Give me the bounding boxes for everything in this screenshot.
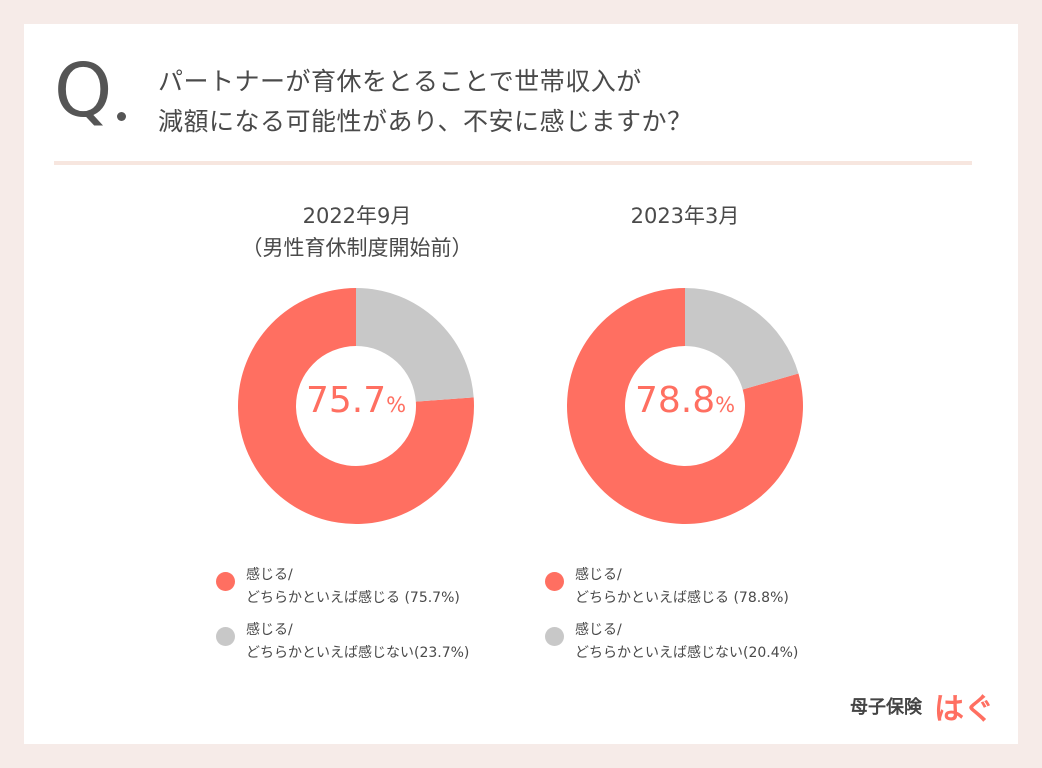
chart-2-legend-1-line-1: 感じる/ (575, 567, 622, 583)
chart-2-slice-2 (685, 288, 799, 390)
chart-1-legend-swatch-2 (216, 627, 235, 646)
question-line-2: 減額になる可能性があり、不安に感じますか？ (158, 107, 693, 136)
chart-1-legend-2-line-2: どちらかといえば感じない(23.7%) (246, 645, 470, 661)
chart-2-legend-label-2: 感じる/ どちらかといえば感じない(20.4%) (575, 619, 798, 665)
chart-1-slice-1 (238, 288, 474, 524)
chart-2-center-value: 78.8 (634, 380, 716, 421)
chart-1-legend-label-2: 感じる/ どちらかといえば感じない(23.7%) (246, 619, 469, 665)
chart-2-legend-swatch-2 (545, 627, 564, 646)
chart-1-legend-1-line-1: 感じる/ (246, 567, 293, 583)
infographic-card: Q パートナーが育休をとることで世帯収入が 減額になる可能性があり、不安に感じま… (24, 24, 1018, 744)
divider (54, 161, 972, 165)
chart-2-legend-1-line-2: どちらかといえば感じる (78.8%) (575, 590, 789, 606)
chart-1-slice-2 (356, 288, 474, 402)
chart-1-legend-2-line-1: 感じる/ (246, 622, 293, 638)
question-mark: Q (54, 48, 113, 134)
brand-name: 母子保険 (850, 697, 922, 718)
brand-logo: はぐ (934, 692, 994, 727)
chart-1-legend-label-1: 感じる/ どちらかといえば感じる (75.7%) (246, 564, 460, 610)
chart-2-legend-2-line-2: どちらかといえば感じない(20.4%) (575, 645, 799, 661)
chart-2-center-unit: % (715, 393, 736, 417)
chart-1-donut (238, 288, 474, 524)
chart-2-title: 2023年3月 (565, 200, 805, 232)
chart-2-legend-2-line-1: 感じる/ (575, 622, 622, 638)
brand: 母子保険 はぐ (850, 684, 994, 728)
chart-1-center-value: 75.7 (305, 380, 387, 421)
chart-1-title-line-1: 2022年9月 (302, 204, 412, 228)
chart-2-slice-1 (567, 288, 803, 524)
chart-1-title: 2022年9月 （男性育休制度開始前） (237, 200, 477, 264)
chart-2-center-label: 78.8% (615, 380, 755, 421)
chart-1-center-unit: % (386, 393, 407, 417)
chart-1-center-label: 75.7% (286, 380, 426, 421)
chart-1-legend-swatch-1 (216, 572, 235, 591)
chart-1-title-line-2: （男性育休制度開始前） (241, 236, 473, 260)
question-mark-dot (117, 112, 126, 121)
chart-2-legend-label-1: 感じる/ どちらかといえば感じる (78.8%) (575, 564, 789, 610)
chart-2-legend-swatch-1 (545, 572, 564, 591)
question-text: パートナーが育休をとることで世帯収入が 減額になる可能性があり、不安に感じますか… (158, 62, 693, 142)
chart-2-title-line-1: 2023年3月 (630, 204, 740, 228)
question-line-1: パートナーが育休をとることで世帯収入が (158, 67, 642, 96)
chart-1-legend-1-line-2: どちらかといえば感じる (75.7%) (246, 590, 460, 606)
chart-2-donut (567, 288, 803, 524)
